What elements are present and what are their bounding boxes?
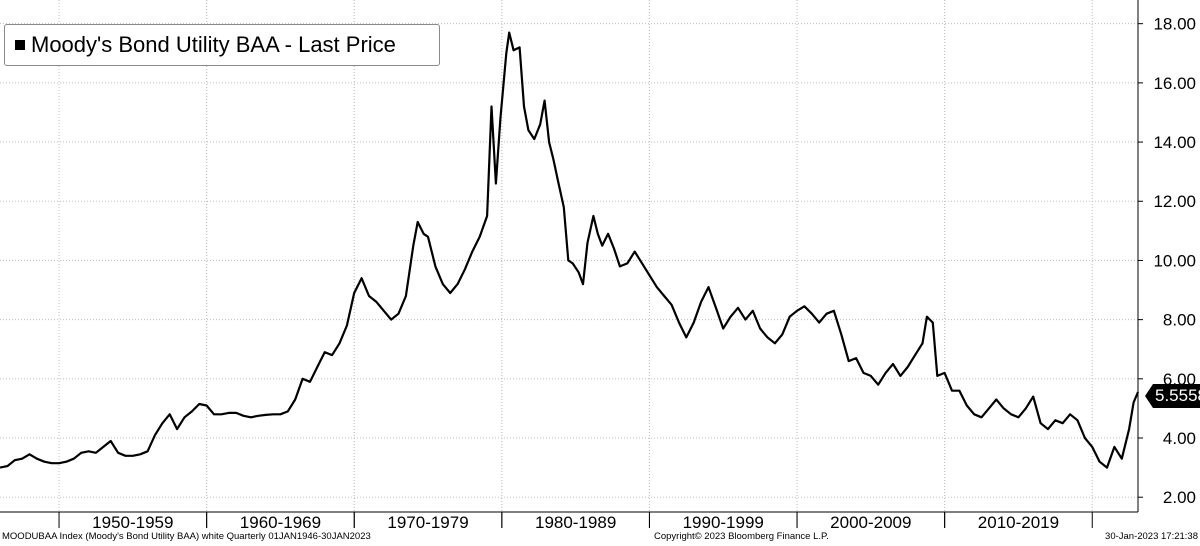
- y-tick-label: 10.00: [1153, 251, 1196, 270]
- y-tick-label: 14.00: [1153, 133, 1196, 152]
- x-category-label: 1980-1989: [535, 513, 616, 532]
- last-price-value: 5.5558: [1155, 386, 1200, 405]
- x-category-label: 1970-1979: [387, 513, 468, 532]
- legend-swatch-icon: [15, 40, 25, 50]
- x-axis-categories: 1950-1959 1960-1969 1970-1979 1980-1989 1990…: [58, 512, 1093, 532]
- legend: Moody's Bond Utility BAA - Last Price: [4, 24, 440, 66]
- series-group: [0, 31, 1140, 469]
- x-category-label: 2000-2009: [830, 513, 911, 532]
- last-price-badge-shape: [1145, 384, 1200, 408]
- last-price-badge: 5.5558: [1145, 384, 1200, 408]
- series-line: [0, 31, 1140, 469]
- grid-lines: [0, 0, 1138, 512]
- legend-label: Moody's Bond Utility BAA - Last Price: [31, 32, 396, 57]
- footer-source: MOODUBAA Index (Moody's Bond Utility BAA…: [2, 531, 371, 542]
- x-category-label: 1950-1959: [92, 513, 173, 532]
- y-tick-label: 16.00: [1153, 74, 1196, 93]
- footer-timestamp: 30-Jan-2023 17:21:38: [1105, 531, 1198, 542]
- y-tick-label: 4.00: [1163, 429, 1196, 448]
- x-category-label: 2010-2019: [978, 513, 1059, 532]
- x-category-label: 1960-1969: [240, 513, 321, 532]
- y-tick-label: 2.00: [1163, 488, 1196, 507]
- x-category-label: 1990-1999: [683, 513, 764, 532]
- y-tick-label: 12.00: [1153, 192, 1196, 211]
- y-tick-label: 18.00: [1153, 15, 1196, 34]
- y-tick-label: 8.00: [1163, 311, 1196, 330]
- y-axis-ticks: 2.004.006.008.0010.0012.0014.0016.0018.0…: [1138, 15, 1196, 507]
- footer-copyright: Copyright© 2023 Bloomberg Finance L.P.: [654, 531, 829, 542]
